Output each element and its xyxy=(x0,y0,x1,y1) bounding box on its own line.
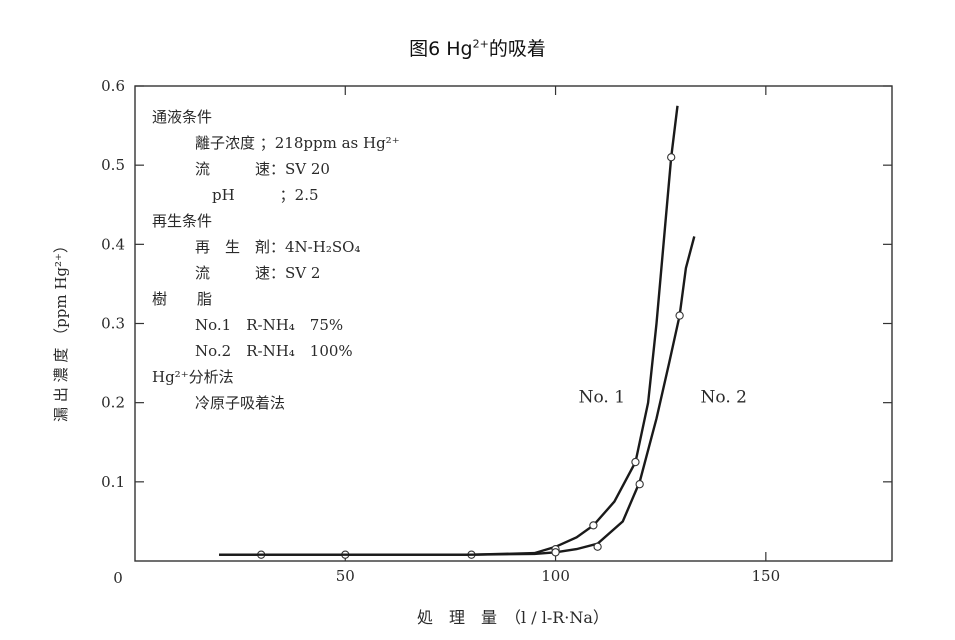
data-point-2 xyxy=(635,480,644,489)
x-axis-label: 処 理 量 （l / l-R·Na） xyxy=(417,608,609,627)
annotation-line: 離子浓度 ；218ppm as Hg²⁺ xyxy=(195,134,400,152)
annotation-line: 流 速：SV 2 xyxy=(195,264,320,282)
annotation-line: No.2 R-NH₄ 100% xyxy=(195,342,353,360)
annotation-line: 流 速：SV 20 xyxy=(195,160,330,178)
data-point-2 xyxy=(551,548,560,557)
data-point-1 xyxy=(667,153,676,162)
series-label-1: No. 1 xyxy=(579,387,625,407)
annotation-line: 冷原子吸着法 xyxy=(195,394,285,412)
y-tick-label: 0.4 xyxy=(101,235,125,253)
x-tick-label: 100 xyxy=(541,567,570,585)
origin-label: 0 xyxy=(113,569,123,587)
chart-title: 图6 Hg2+的吸着 xyxy=(409,37,546,60)
annotation-line: 樹 脂 xyxy=(152,290,212,308)
y-tick-label: 0.3 xyxy=(101,315,125,333)
annotation-line: 再生条件 xyxy=(152,212,212,230)
x-tick-label: 50 xyxy=(336,567,355,585)
data-point-1 xyxy=(589,521,598,530)
data-point-2 xyxy=(675,311,684,320)
annotation-line: 再 生 剤：4N-H₂SO₄ xyxy=(195,238,360,256)
x-tick-label: 150 xyxy=(752,567,781,585)
annotation-line: No.1 R-NH₄ 75% xyxy=(195,316,343,334)
data-point-1 xyxy=(631,457,640,467)
annotation-line: 通液条件 xyxy=(152,108,212,126)
y-tick-label: 0.1 xyxy=(101,473,125,491)
y-tick-label: 0.2 xyxy=(101,394,125,412)
y-tick-label: 0.6 xyxy=(101,77,125,95)
series-line-2 xyxy=(219,236,696,556)
y-axis-label: 漏 出 濃 度 （ppm Hg²⁺） xyxy=(52,238,70,422)
data-point-2 xyxy=(593,542,602,551)
annotation-line: Hg²⁺分析法 xyxy=(152,368,234,386)
y-tick-label: 0.5 xyxy=(101,156,125,174)
series-label-2: No. 2 xyxy=(701,387,747,407)
annotation-line: pH ；2.5 xyxy=(212,186,319,204)
